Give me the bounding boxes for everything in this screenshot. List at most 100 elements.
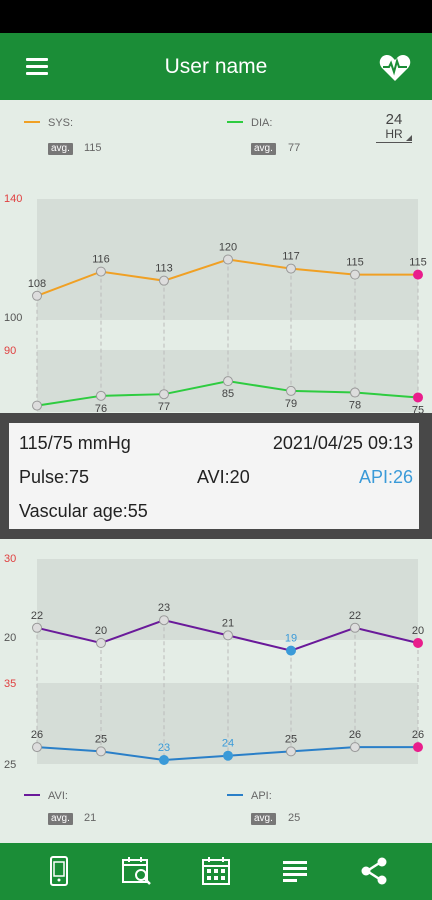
- data-point-dia: [350, 387, 360, 398]
- app-bar: User name: [0, 33, 432, 100]
- dia-legend-label: DIA:: [251, 117, 273, 129]
- avi-reading: AVI:20: [197, 467, 250, 487]
- y-tick-label: 35: [4, 678, 16, 690]
- avi-avg-value: 21: [84, 812, 97, 824]
- device-icon[interactable]: [43, 855, 75, 887]
- data-point-api: [350, 742, 360, 753]
- menu-button[interactable]: [24, 55, 54, 79]
- y-tick-label: 90: [4, 345, 16, 357]
- sys-legend-label: SYS:: [48, 117, 74, 129]
- data-point-dia: [286, 385, 296, 396]
- y-tick-label: 140: [4, 193, 22, 205]
- blood-pressure-chart: 140 100 90 108 116 113 120 117 115 115 76 77 85 79 78 7…: [4, 193, 427, 415]
- data-label-avi: 20: [95, 625, 107, 637]
- data-label-avi: 22: [31, 610, 43, 622]
- data-point-api: [223, 750, 233, 761]
- data-label-sys: 116: [92, 254, 110, 266]
- data-label-avi: 20: [412, 625, 424, 637]
- data-point-sys: [286, 263, 296, 274]
- time-range-button[interactable]: 24 HR: [376, 112, 416, 146]
- data-label-dia: 75: [412, 404, 424, 415]
- data-point-dia: [96, 390, 106, 401]
- reading-detail-panel: 115/75 mmHg 2021/04/25 09:13 Pulse:75 AV…: [0, 413, 432, 539]
- api-avg-value: 25: [288, 812, 301, 824]
- data-label-dia: 78: [349, 400, 361, 412]
- y-tick-label: 30: [4, 553, 16, 565]
- y-tick-label: 25: [4, 759, 16, 771]
- data-point-api: [413, 742, 423, 753]
- data-point-api: [32, 742, 42, 753]
- api-legend-swatch: [227, 794, 243, 796]
- data-point-dia: [159, 389, 169, 400]
- data-label-api: 23: [158, 742, 170, 754]
- data-label-avi: 23: [158, 602, 170, 614]
- data-point-sys: [159, 275, 169, 286]
- data-label-avi: 21: [222, 617, 234, 629]
- data-point-api: [159, 755, 169, 765]
- avi-legend-label: AVI:: [48, 790, 68, 802]
- list-icon[interactable]: [279, 855, 311, 887]
- sys-legend-swatch: [24, 121, 40, 123]
- data-point-avi: [350, 622, 360, 633]
- api-avg-badge: avg.: [251, 813, 276, 825]
- dia-avg-badge: avg.: [251, 143, 276, 155]
- data-point-sys: [32, 290, 42, 301]
- data-label-api: 25: [95, 733, 107, 745]
- data-point-api: [286, 746, 296, 757]
- sys-avg-value: 115: [84, 142, 102, 154]
- heart-pulse-icon[interactable]: [378, 53, 412, 83]
- status-bar: [0, 0, 432, 33]
- avi-api-chart: 30 20 35 25 22 20 23 21 19 22 20 26 25 23 24 25 26 26: [4, 553, 424, 771]
- data-label-sys: 113: [155, 263, 173, 275]
- calendar-grid-icon[interactable]: [200, 855, 232, 887]
- data-point-dia: [223, 376, 233, 387]
- pulse-reading: Pulse:75: [19, 467, 90, 487]
- time-range-number: 24: [385, 111, 403, 128]
- calendar-search-icon[interactable]: [121, 855, 153, 887]
- dia-avg-value: 77: [288, 142, 301, 154]
- avi-legend-swatch: [24, 794, 40, 796]
- data-label-api: 26: [349, 729, 361, 741]
- avi-avg-badge: avg.: [48, 813, 73, 825]
- data-label-sys: 108: [28, 278, 46, 290]
- bottom-navigation: [0, 843, 432, 900]
- data-label-api: 24: [222, 738, 234, 750]
- data-point-avi: [32, 622, 42, 633]
- data-point-avi: [223, 630, 233, 641]
- dia-legend-swatch: [227, 121, 243, 123]
- data-point-sys: [223, 254, 233, 265]
- data-point-dia: [413, 392, 423, 403]
- data-label-sys: 117: [282, 251, 300, 263]
- data-label-dia: 76: [95, 403, 107, 415]
- bp-reading: 115/75 mmHg: [19, 433, 131, 453]
- data-label-avi: 19: [285, 633, 297, 645]
- data-label-api: 26: [412, 729, 424, 741]
- sys-avg-badge: avg.: [48, 143, 73, 155]
- vascular-age-reading: Vascular age:55: [19, 501, 148, 521]
- data-point-api: [96, 746, 106, 757]
- data-point-avi: [96, 638, 106, 648]
- data-label-avi: 22: [349, 610, 361, 622]
- y-tick-label: 20: [4, 632, 16, 644]
- data-label-dia: 85: [222, 388, 234, 400]
- data-label-dia: 77: [158, 401, 170, 413]
- time-range-unit: HR: [385, 127, 403, 141]
- share-icon[interactable]: [358, 855, 390, 887]
- data-point-avi: [159, 615, 169, 626]
- reading-detail-card: 115/75 mmHg 2021/04/25 09:13 Pulse:75 AV…: [9, 423, 419, 529]
- data-label-dia: 79: [285, 398, 297, 410]
- y-tick-label: 100: [4, 312, 22, 324]
- data-label-api: 25: [285, 733, 297, 745]
- data-point-avi: [413, 638, 423, 648]
- data-point-sys: [350, 269, 360, 280]
- time-range-underline: [376, 142, 412, 143]
- data-point-sys: [96, 266, 106, 277]
- page-title: User name: [164, 55, 268, 78]
- data-point-avi: [286, 645, 296, 656]
- data-label-sys: 115: [409, 257, 427, 269]
- api-legend-label: API:: [251, 790, 272, 802]
- time-range-corner-icon: [406, 135, 412, 141]
- api-reading: API:26: [358, 467, 413, 487]
- data-point-dia: [32, 400, 42, 411]
- data-label-sys: 120: [219, 242, 237, 254]
